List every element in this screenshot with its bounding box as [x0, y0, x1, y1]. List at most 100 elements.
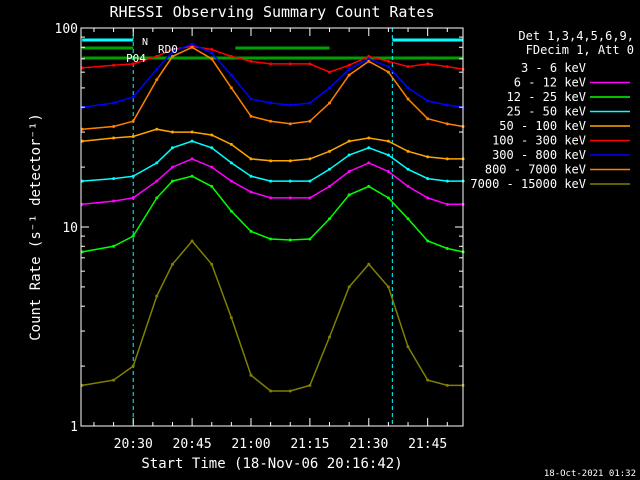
series-point — [367, 146, 371, 150]
series-point — [269, 119, 273, 123]
legend-label: 100 - 300 keV — [492, 134, 586, 148]
series-point — [288, 62, 292, 66]
series-point — [328, 86, 332, 90]
series-point — [229, 179, 233, 183]
series-point — [249, 174, 253, 178]
series-point — [210, 57, 214, 61]
series-point — [386, 59, 390, 63]
series-point — [367, 57, 371, 61]
flag-label-p04: P04 — [126, 52, 146, 65]
series-point — [229, 86, 233, 90]
series-point — [406, 256, 410, 260]
series-point — [190, 42, 194, 46]
series-point — [328, 256, 332, 260]
series-line — [82, 128, 463, 162]
series-point — [445, 157, 449, 161]
series-point — [328, 335, 332, 339]
series-point — [210, 47, 214, 51]
series-line — [82, 175, 464, 253]
series-point — [406, 167, 410, 171]
series-point — [249, 97, 253, 101]
series-point — [367, 262, 371, 266]
series-point — [347, 153, 351, 157]
series-point — [249, 229, 253, 233]
series-point — [155, 196, 159, 200]
series-point — [367, 59, 371, 63]
legend-label: 50 - 100 keV — [499, 119, 586, 133]
series-point — [190, 190, 194, 194]
legend-header-line-1: Det 1,3,4,5,6,9, — [518, 29, 634, 43]
series-point — [406, 86, 410, 90]
series-point — [249, 190, 253, 194]
series-point — [347, 139, 351, 143]
series-point — [406, 149, 410, 153]
series-point — [347, 63, 351, 67]
series-point — [367, 202, 371, 206]
series-point — [269, 389, 273, 393]
series-point — [386, 285, 390, 289]
series-point — [308, 277, 312, 281]
series-point — [445, 103, 449, 107]
series-point — [210, 146, 214, 150]
legend-label: 800 - 7000 keV — [485, 163, 586, 177]
series-point — [249, 373, 253, 377]
series-point — [386, 217, 390, 221]
series-line — [82, 140, 463, 182]
series-point — [308, 383, 312, 387]
legend-label: 300 - 800 keV — [492, 148, 586, 162]
series-point — [308, 157, 312, 161]
series-point — [112, 378, 116, 382]
series-point — [426, 117, 430, 121]
series-point — [445, 122, 449, 126]
series-point — [229, 209, 233, 213]
series-point — [210, 133, 214, 137]
series-point — [367, 184, 371, 188]
series-point — [112, 136, 116, 140]
series-point — [328, 149, 332, 153]
series-point — [386, 170, 390, 174]
series-line — [82, 239, 463, 392]
series-point — [347, 73, 351, 77]
series-point — [190, 130, 194, 134]
legend-label: 6 - 12 keV — [514, 76, 586, 90]
series-point — [210, 51, 214, 55]
series-point — [210, 165, 214, 169]
chart-title: RHESSI Observing Summary Count Rates — [109, 3, 434, 21]
series-point — [190, 157, 194, 161]
series-point — [170, 179, 174, 183]
series-point — [229, 54, 233, 58]
x-tick-label: 20:45 — [173, 437, 212, 452]
y-tick-label: 1 — [70, 420, 78, 435]
series-point — [131, 62, 135, 66]
series-point — [386, 139, 390, 143]
series-point — [347, 170, 351, 174]
series-point — [308, 119, 312, 123]
series-point — [426, 155, 430, 159]
series-point — [406, 65, 410, 69]
series-point — [131, 174, 135, 178]
series-point — [170, 202, 174, 206]
series-point — [210, 184, 214, 188]
series-point — [347, 67, 351, 71]
series-point — [367, 161, 371, 165]
series-point — [112, 101, 116, 105]
series-point — [155, 67, 159, 71]
series-point — [229, 161, 233, 165]
series-point — [445, 65, 449, 69]
y-axis-label: Count Rate (s⁻¹ detector⁻¹) — [28, 113, 44, 341]
x-axis-label: Start Time (18-Nov-06 20:16:42) — [141, 456, 402, 472]
series-point — [386, 70, 390, 74]
series-point — [112, 326, 116, 330]
series-point — [288, 159, 292, 163]
series-point — [426, 196, 430, 200]
series-point — [131, 119, 135, 123]
series-point — [190, 139, 194, 143]
series-point — [269, 277, 273, 281]
series-point — [269, 237, 273, 241]
series-point — [229, 316, 233, 320]
series-point — [288, 179, 292, 183]
series-point — [328, 101, 332, 105]
series-point — [131, 234, 135, 238]
